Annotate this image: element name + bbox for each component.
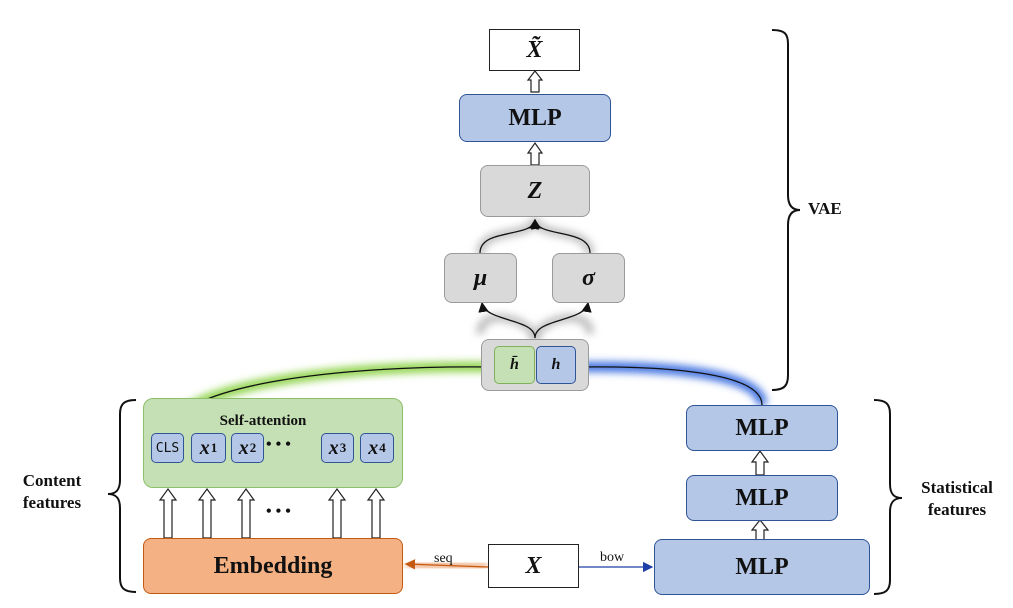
hollow-arrows xyxy=(158,70,770,541)
sigma-node: σ xyxy=(552,253,625,303)
latent-z-node: Z xyxy=(480,165,590,217)
output-symbol: X̃ xyxy=(526,36,543,63)
self-attention-label: Self-attention xyxy=(219,413,307,429)
bow-label: bow xyxy=(600,550,625,565)
h-label: h xyxy=(551,356,561,373)
token-x1-subscript: 1 xyxy=(210,440,218,455)
vae-brace xyxy=(771,29,801,391)
token-x4-symbol: x xyxy=(368,436,379,459)
vae-label: VAE xyxy=(808,199,842,218)
stat-mlp-bottom-label: MLP xyxy=(735,553,789,580)
statistical-features-label: Statistical features xyxy=(905,477,1009,521)
self-attention-block xyxy=(143,398,403,488)
content-features-label: Content features xyxy=(6,470,98,514)
token-x4-subscript: 4 xyxy=(379,440,386,455)
content-label-line2: features xyxy=(22,493,82,513)
latent-z-label: Z xyxy=(527,177,543,204)
input-symbol: X xyxy=(525,552,542,579)
stat-mlp-top-label: MLP xyxy=(735,414,789,441)
arrow-ellipsis: • • • xyxy=(266,503,291,520)
output-reconstruction-node: X̃ xyxy=(489,29,580,71)
embedding-node: Embedding xyxy=(143,538,403,594)
embedding-label: Embedding xyxy=(213,552,333,579)
token-x3-symbol: x xyxy=(328,436,339,459)
stat-mlp-bottom: MLP xyxy=(654,539,870,595)
content-brace xyxy=(107,399,137,593)
latent-connectors xyxy=(476,217,594,341)
token-x2-subscript: 2 xyxy=(249,440,257,455)
token-x2-symbol: x xyxy=(238,436,249,459)
seq-arrow xyxy=(404,559,489,570)
mu-label: μ xyxy=(473,264,488,291)
stat-mlp-middle-label: MLP xyxy=(735,484,789,511)
token-x1-symbol: x xyxy=(199,436,210,459)
token-ellipsis: • • • xyxy=(266,436,291,453)
decoder-mlp-node: MLP xyxy=(459,94,611,142)
mu-node: μ xyxy=(444,253,517,303)
cls-token: CLS xyxy=(151,433,184,463)
cls-token-label: CLS xyxy=(155,440,180,456)
h-node: h xyxy=(536,346,576,384)
statistical-label-line2: features xyxy=(927,500,987,520)
stat-mlp-middle: MLP xyxy=(686,475,838,521)
decoder-mlp-label: MLP xyxy=(508,104,562,131)
input-node: X xyxy=(488,544,579,588)
h-bar-label: h̄ xyxy=(510,356,519,373)
seq-label: seq xyxy=(434,551,453,566)
h-bar-node: h̄ xyxy=(494,346,535,384)
statistical-label-line1: Statistical xyxy=(921,478,993,497)
token-x3-subscript: 3 xyxy=(339,440,347,455)
statistical-brace xyxy=(873,399,903,595)
stat-mlp-top: MLP xyxy=(686,405,838,451)
content-label-line1: Content xyxy=(22,471,82,490)
sigma-label: σ xyxy=(582,264,595,291)
mlp-to-h-connector xyxy=(574,361,767,406)
